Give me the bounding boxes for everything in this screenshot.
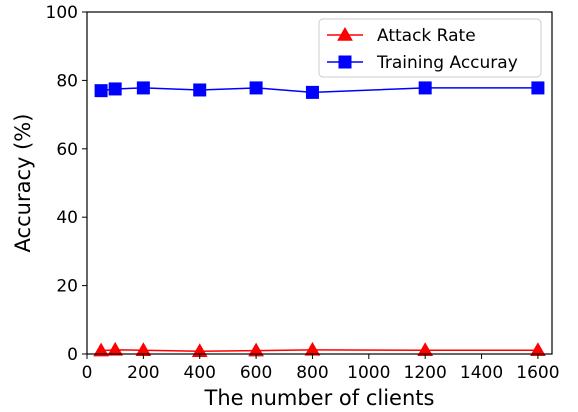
legend-box <box>318 18 542 78</box>
y-tick-label: 80 <box>56 71 78 91</box>
x-tick-label: 1400 <box>460 363 503 383</box>
x-tick-label: 1200 <box>404 363 447 383</box>
legend-item: Attack Rate <box>327 26 476 46</box>
legend: Attack Rate Training Accuray <box>318 18 542 78</box>
legend-label: Attack Rate <box>377 26 476 46</box>
data-point <box>531 81 545 95</box>
x-tick-label: 200 <box>127 363 159 383</box>
data-point <box>108 82 122 96</box>
y-tick-label: 40 <box>56 208 78 228</box>
x-axis: 0 200 400 600 800 1000 1200 1400 1600 <box>82 354 560 383</box>
y-axis-title: Accuracy (%) <box>11 114 35 253</box>
legend-marker <box>337 26 353 41</box>
axes-frame <box>86 11 553 355</box>
x-tick-label: 800 <box>296 363 328 383</box>
series-1 <box>94 81 545 99</box>
x-tick-label: 400 <box>184 363 216 383</box>
x-tick-label: 1000 <box>347 363 390 383</box>
y-tick-label: 60 <box>56 140 78 160</box>
legend-label: Training Accuray <box>376 53 518 73</box>
data-point <box>94 84 108 98</box>
series-line <box>101 349 538 353</box>
y-tick-label: 0 <box>67 345 78 365</box>
data-point <box>305 85 319 99</box>
x-tick-label: 0 <box>82 363 93 383</box>
plot-area <box>93 81 546 358</box>
x-tick-label: 600 <box>240 363 272 383</box>
x-axis-title: The number of clients <box>204 386 435 410</box>
data-point <box>418 81 432 95</box>
data-point <box>249 81 263 95</box>
y-tick-label: 100 <box>46 3 78 23</box>
data-point <box>304 341 321 356</box>
data-point <box>93 342 109 357</box>
data-point <box>193 83 207 97</box>
data-point <box>136 81 150 95</box>
legend-marker <box>338 55 352 69</box>
series-line <box>101 87 538 94</box>
x-tick-label: 1600 <box>516 363 559 383</box>
data-point <box>107 341 124 356</box>
y-tick-label: 20 <box>56 277 78 297</box>
y-axis: 0 20 40 60 80 100 <box>46 3 87 365</box>
legend-item: Training Accuray <box>327 53 518 73</box>
